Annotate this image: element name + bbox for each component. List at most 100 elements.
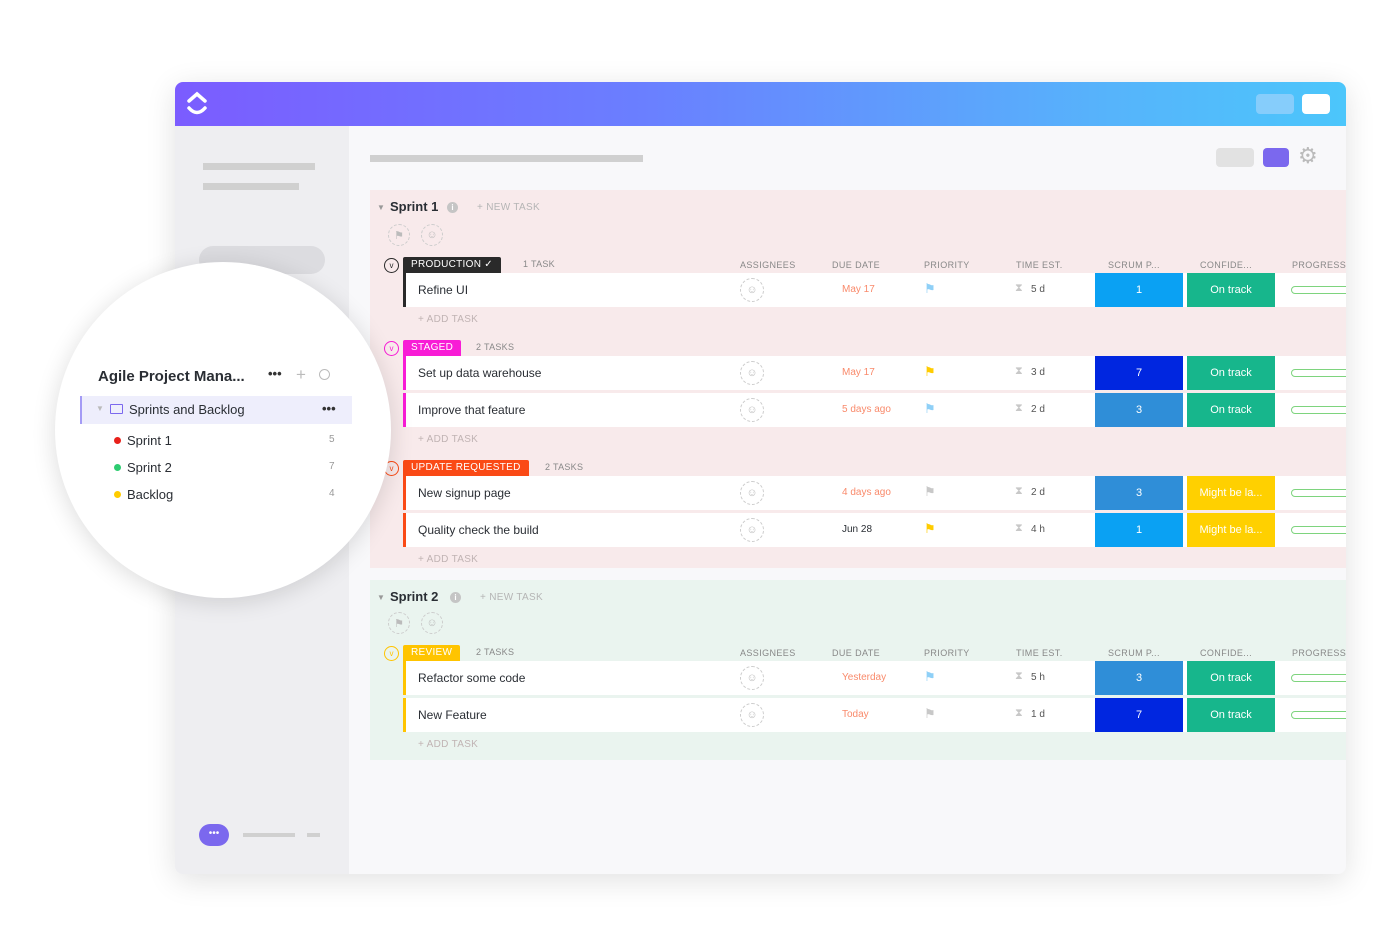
task-row[interactable]: Refine UI ☺ May 17 ⚑ ⧗ 5 d 1 On track xyxy=(403,273,1346,307)
column-header-0[interactable]: ASSIGNEES xyxy=(740,648,796,658)
due-date[interactable]: May 17 xyxy=(842,284,875,295)
time-estimate[interactable]: 3 d xyxy=(1031,367,1045,378)
scrum-points[interactable]: 7 xyxy=(1095,356,1183,390)
priority-flag-icon[interactable]: ⚑ xyxy=(924,706,936,721)
scrum-points[interactable]: 3 xyxy=(1095,476,1183,510)
column-header-1[interactable]: DUE DATE xyxy=(832,648,881,658)
due-date[interactable]: Yesterday xyxy=(842,672,887,683)
task-name[interactable]: Improve that feature xyxy=(418,403,526,417)
clickup-logo-icon[interactable] xyxy=(185,90,209,118)
due-date[interactable]: 5 days ago xyxy=(842,404,891,415)
task-row[interactable]: Quality check the build ☺ Jun 28 ⚑ ⧗ 4 h 1 Migh… xyxy=(403,513,1346,547)
due-date[interactable]: 4 days ago xyxy=(842,487,891,498)
sidebar-item-sprint-2[interactable]: Sprint 2 7 xyxy=(80,457,352,479)
new-task-button[interactable]: + NEW TASK xyxy=(477,202,540,213)
chat-icon[interactable]: ••• xyxy=(199,824,229,846)
add-assignee-icon[interactable]: ☺ xyxy=(740,703,764,727)
confidence[interactable]: On track xyxy=(1187,698,1275,732)
priority-flag-icon[interactable]: ⚑ xyxy=(924,281,936,296)
column-header-4[interactable]: SCRUM P... xyxy=(1108,648,1160,658)
column-header-6[interactable]: PROGRESS xyxy=(1292,260,1346,270)
time-estimate[interactable]: 1 d xyxy=(1031,709,1045,720)
confidence[interactable]: On track xyxy=(1187,393,1275,427)
flag-icon[interactable]: ⚑ xyxy=(388,224,410,246)
priority-flag-icon[interactable]: ⚑ xyxy=(924,401,936,416)
add-task-button[interactable]: + ADD TASK xyxy=(418,739,479,750)
scrum-points[interactable]: 7 xyxy=(1095,698,1183,732)
add-task-button[interactable]: + ADD TASK xyxy=(418,434,479,445)
time-estimate[interactable]: 2 d xyxy=(1031,404,1045,415)
task-row[interactable]: New signup page ☺ 4 days ago ⚑ ⧗ 2 d 3 Might be… xyxy=(403,476,1346,510)
scrum-points[interactable]: 3 xyxy=(1095,393,1183,427)
add-task-button[interactable]: + ADD TASK xyxy=(418,554,479,565)
time-estimate[interactable]: 5 d xyxy=(1031,284,1045,295)
task-row[interactable]: New Feature ☺ Today ⚑ ⧗ 1 d 7 On track xyxy=(403,698,1346,732)
scrum-points[interactable]: 1 xyxy=(1095,273,1183,307)
plus-icon[interactable]: + xyxy=(296,365,306,384)
view-button[interactable] xyxy=(1216,148,1254,167)
caret-down-icon[interactable]: ▼ xyxy=(377,203,385,212)
add-task-button[interactable]: + ADD TASK xyxy=(418,314,479,325)
column-header-4[interactable]: SCRUM P... xyxy=(1108,260,1160,270)
due-date[interactable]: Jun 28 xyxy=(842,524,873,535)
caret-down-icon[interactable]: ▼ xyxy=(96,404,104,413)
confidence[interactable]: On track xyxy=(1187,273,1275,307)
view-button-active[interactable] xyxy=(1263,148,1289,167)
task-row[interactable]: Improve that feature ☺ 5 days ago ⚑ ⧗ 2 d 3 On … xyxy=(403,393,1346,427)
add-assignee-icon[interactable]: ☺ xyxy=(740,361,764,385)
column-header-5[interactable]: CONFIDE... xyxy=(1200,260,1253,270)
confidence[interactable]: Might be la... xyxy=(1187,513,1275,547)
task-name[interactable]: Quality check the build xyxy=(418,523,539,537)
task-row[interactable]: Set up data warehouse ☺ May 17 ⚑ ⧗ 3 d 7 On tra… xyxy=(403,356,1346,390)
add-assignee-icon[interactable]: ☺ xyxy=(740,278,764,302)
task-name[interactable]: New Feature xyxy=(418,708,487,722)
column-header-2[interactable]: PRIORITY xyxy=(924,648,970,658)
confidence[interactable]: Might be la... xyxy=(1187,476,1275,510)
add-assignee-icon[interactable]: ☺ xyxy=(740,481,764,505)
more-icon[interactable]: ••• xyxy=(268,366,282,381)
workspace-title[interactable]: Agile Project Mana... xyxy=(98,368,245,385)
due-date[interactable]: May 17 xyxy=(842,367,875,378)
column-header-1[interactable]: DUE DATE xyxy=(832,260,881,270)
window-button[interactable] xyxy=(1256,94,1294,114)
collapse-chevron-icon[interactable]: v xyxy=(384,341,399,356)
new-task-button[interactable]: + NEW TASK xyxy=(480,592,543,603)
column-header-3[interactable]: TIME EST. xyxy=(1016,648,1063,658)
task-name[interactable]: Refactor some code xyxy=(418,671,526,685)
confidence[interactable]: On track xyxy=(1187,661,1275,695)
column-header-2[interactable]: PRIORITY xyxy=(924,260,970,270)
due-date[interactable]: Today xyxy=(842,709,869,720)
collapse-chevron-icon[interactable]: v xyxy=(384,646,399,661)
task-name[interactable]: New signup page xyxy=(418,486,511,500)
gear-icon[interactable]: ⚙ xyxy=(1298,143,1318,168)
task-name[interactable]: Refine UI xyxy=(418,283,469,297)
add-assignee-icon[interactable]: ☺ xyxy=(740,398,764,422)
time-estimate[interactable]: 5 h xyxy=(1031,672,1045,683)
priority-flag-icon[interactable]: ⚑ xyxy=(924,669,936,684)
search-icon[interactable] xyxy=(319,369,330,380)
scrum-points[interactable]: 1 xyxy=(1095,513,1183,547)
time-estimate[interactable]: 2 d xyxy=(1031,487,1045,498)
column-header-0[interactable]: ASSIGNEES xyxy=(740,260,796,270)
flag-icon[interactable]: ⚑ xyxy=(388,612,410,634)
info-icon[interactable]: i xyxy=(450,592,461,603)
add-assignee-icon[interactable]: ☺ xyxy=(740,518,764,542)
add-assignee-icon[interactable]: ☺ xyxy=(421,224,443,246)
column-header-6[interactable]: PROGRESS xyxy=(1292,648,1346,658)
priority-flag-icon[interactable]: ⚑ xyxy=(924,521,936,536)
info-icon[interactable]: i xyxy=(447,202,458,213)
window-button[interactable] xyxy=(1302,94,1330,114)
scrum-points[interactable]: 3 xyxy=(1095,661,1183,695)
task-row[interactable]: Refactor some code ☺ Yesterday ⚑ ⧗ 5 h 3 On tra… xyxy=(403,661,1346,695)
priority-flag-icon[interactable]: ⚑ xyxy=(924,484,936,499)
add-assignee-icon[interactable]: ☺ xyxy=(421,612,443,634)
add-assignee-icon[interactable]: ☺ xyxy=(740,666,764,690)
caret-down-icon[interactable]: ▼ xyxy=(377,593,385,602)
sidebar-item-backlog[interactable]: Backlog 4 xyxy=(80,484,352,506)
column-header-3[interactable]: TIME EST. xyxy=(1016,260,1063,270)
sidebar-item-sprint-1[interactable]: Sprint 1 5 xyxy=(80,430,352,452)
column-header-5[interactable]: CONFIDE... xyxy=(1200,648,1253,658)
more-icon[interactable]: ••• xyxy=(322,401,336,416)
time-estimate[interactable]: 4 h xyxy=(1031,524,1045,535)
priority-flag-icon[interactable]: ⚑ xyxy=(924,364,936,379)
